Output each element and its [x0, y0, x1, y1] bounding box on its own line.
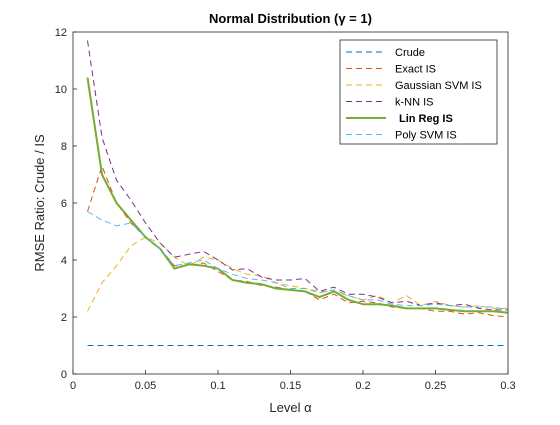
x-axis-label: Level α	[269, 400, 312, 415]
legend-label-exact-is: Exact IS	[395, 64, 436, 76]
legend-label-crude: Crude	[395, 47, 425, 59]
y-tick-label: 4	[61, 255, 67, 267]
ticks-layer: 0 0.05 0.1 0.15 0.2 0.25 0.3 0 2 4 6 8 10 12	[55, 27, 516, 392]
y-tick-label: 6	[61, 198, 67, 210]
axes-box	[72, 31, 509, 375]
x-tick-label: 0.3	[500, 380, 515, 392]
x-tick-label: 0.25	[425, 380, 446, 392]
series-line-k-nn-is	[87, 40, 508, 311]
y-tick-label: 0	[61, 369, 67, 381]
y-tick-label: 12	[55, 27, 67, 39]
series-layer	[86, 40, 509, 346]
x-tick-label: 0.15	[280, 380, 301, 392]
legend: Crude Exact IS Gaussian SVM IS k-NN IS Lin R…	[339, 39, 498, 145]
series-line-gaussian-svm-is	[87, 236, 508, 312]
x-tick-label: 0	[70, 380, 76, 392]
y-tick-label: 10	[55, 84, 67, 96]
legend-label-k-nn-is: k-NN IS	[395, 97, 434, 109]
y-axis-label: RMSE Ratio: Crude / IS	[32, 134, 47, 272]
legend-label-gaussian-svm-is: Gaussian SVM IS	[395, 80, 482, 92]
legend-label-lin-reg-is: Lin Reg IS	[399, 113, 453, 125]
x-tick-label: 0.1	[210, 380, 225, 392]
legend-label-poly-svm-is: Poly SVM IS	[395, 130, 457, 142]
y-tick-label: 2	[61, 312, 67, 324]
chart-title: Normal Distribution (γ = 1)	[209, 11, 372, 26]
series-line-poly-svm-is	[87, 211, 509, 311]
x-tick-label: 0.05	[135, 380, 156, 392]
y-tick-label: 8	[61, 141, 67, 153]
legend-box	[339, 39, 498, 145]
x-tick-label: 0.2	[355, 380, 370, 392]
